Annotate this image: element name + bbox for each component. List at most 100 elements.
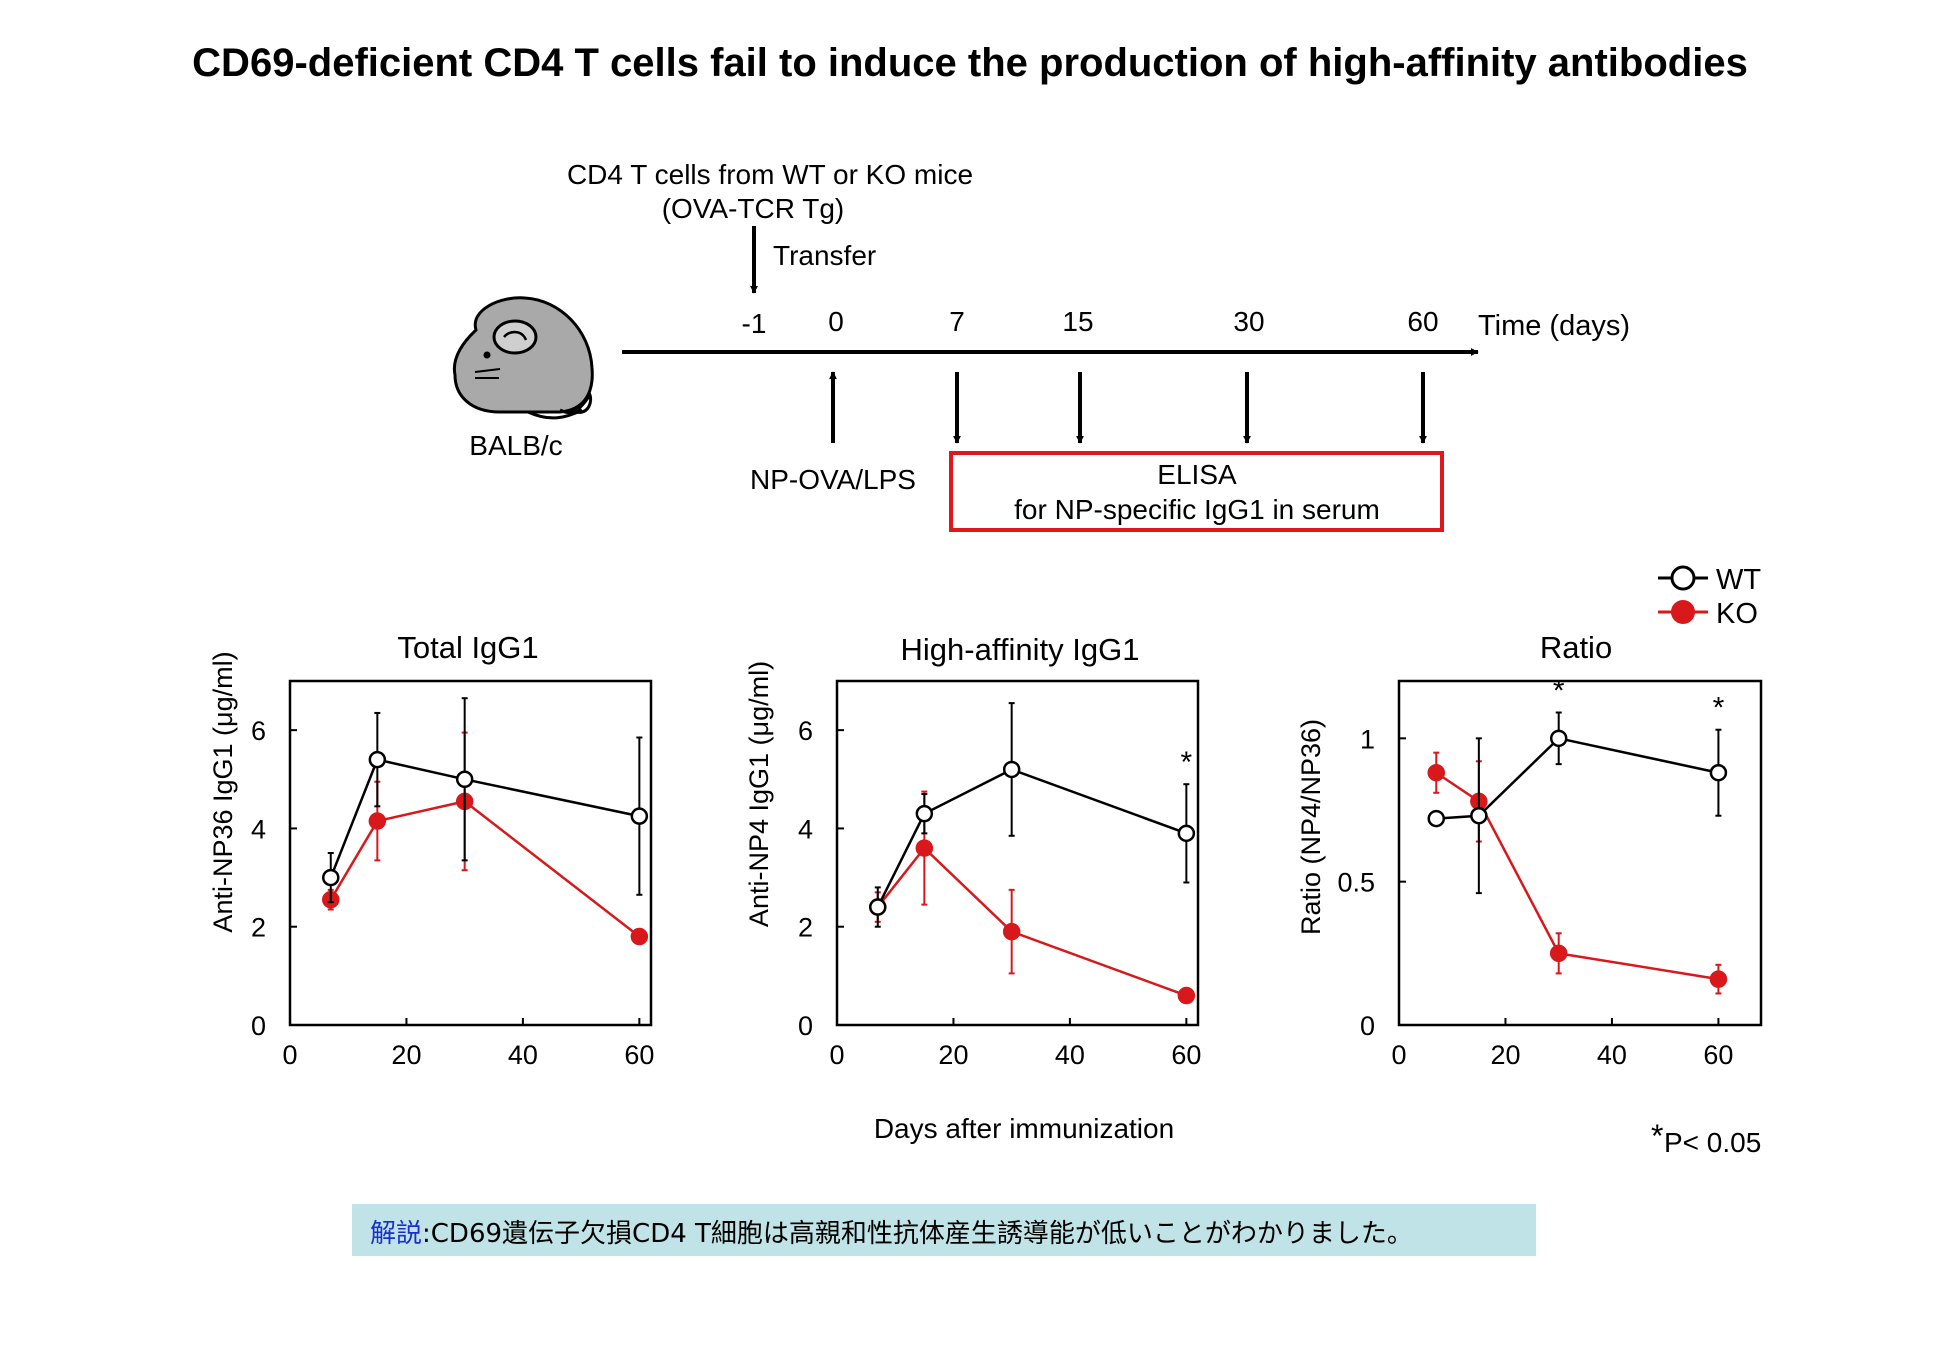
footer-note-body: CD69遺伝子欠損CD4 T細胞は高親和性抗体産生誘導能が低いことがわかりました… [430,1219,1413,1249]
legend: WT KO [1658,564,1761,630]
data-point-wt [1177,824,1196,843]
plot-frame [835,679,1200,1027]
transfer-header-line1: CD4 T cells from WT or KO mice [567,159,973,190]
plot-frame [288,679,653,1027]
timeline-tick-label: 60 [1407,306,1438,337]
y-tick-label: 2 [798,913,813,943]
footer-note-separator: : [422,1219,431,1249]
series-line-ko [329,800,641,938]
time-axis-label: Time (days) [1478,310,1630,342]
mouse-icon [452,296,594,420]
mouse-strain-label: BALB/c [469,430,562,461]
footer-note-label: 解説 [370,1219,423,1249]
timeline-tick-label: 7 [949,306,965,337]
data-point-wt [1709,763,1728,782]
legend-ko-label: KO [1716,598,1758,630]
significance-marker: * [1553,675,1565,708]
data-point-ko [1709,970,1728,988]
series-line-wt [329,758,640,879]
data-point-ko [1427,763,1446,782]
y-tick-label: 2 [251,913,266,943]
plot-area: 0 20 40 60 0 2 4 6 * [798,679,1201,1070]
elisa-label-line1: ELISA [1157,459,1237,490]
x-tick-label: 20 [1490,1040,1520,1070]
series-line-ko [876,846,1187,997]
shared-x-axis-label: Days after immunization [874,1113,1174,1144]
data-point-wt [1427,809,1446,828]
significance-marker: * [1181,746,1193,779]
timeline-tick-label: 15 [1062,306,1093,337]
chart-panel-total-igg1: Total IgG1 Anti-NP36 IgG1 (μg/ml) 0 20 40 6… [208,630,654,1070]
y-axis-label: Anti-NP4 IgG1 (μg/ml) [744,661,774,927]
data-point-wt [915,804,934,823]
plot-area: 0 20 40 60 0 0.5 1 * * [1337,675,1763,1070]
x-tick-label: 20 [938,1040,968,1070]
y-tick-label: 6 [798,716,813,746]
x-tick-label: 40 [1055,1040,1085,1070]
chart-title: High-affinity IgG1 [901,632,1140,667]
series-line-ko [1435,771,1719,981]
transfer-header-line2: (OVA-TCR Tg) [662,193,845,224]
data-point-wt [1549,729,1568,748]
chart-panel-high-affinity-igg1: High-affinity IgG1 Anti-NP4 IgG1 (μg/ml)… [744,632,1201,1070]
data-point-wt [1002,760,1021,779]
footer-note-text: 解説:CD69遺伝子欠損CD4 T細胞は高親和性抗体産生誘導能が低いことがわかり… [370,1213,1413,1250]
timeline-tick-label: -1 [742,308,767,339]
y-tick-label: 0 [798,1011,813,1041]
data-point-ko [915,839,934,857]
x-tick-label: 20 [391,1040,421,1070]
elisa-label-line2: for NP-specific IgG1 in serum [1014,494,1380,525]
data-point-ko [1002,922,1021,941]
x-tick-label: 0 [282,1040,297,1070]
data-point-wt [322,868,340,887]
x-tick-label: 0 [829,1040,844,1070]
y-tick-label: 4 [798,814,813,844]
x-tick-label: 40 [508,1040,538,1070]
data-point-wt [630,807,649,825]
timeline-tick-label: 30 [1233,306,1264,337]
x-tick-label: 60 [1171,1040,1201,1070]
x-tick-label: 60 [1703,1040,1733,1070]
data-point-wt [1470,806,1488,825]
legend-ko-marker [1671,600,1695,624]
data-point-ko [1549,944,1568,963]
elisa-box [949,451,1444,532]
chart-title: Total IgG1 [397,630,538,665]
timeline-tick-label: 0 [828,306,844,337]
data-point-ko [1177,986,1196,1005]
footer-note: 解説:CD69遺伝子欠損CD4 T細胞は高親和性抗体産生誘導能が低いことがわかり… [352,1204,1536,1256]
transfer-label: Transfer [773,240,876,271]
significance-text: P< 0.05 [1664,1127,1761,1158]
series-line-wt [876,768,1187,908]
significance-marker: * [1713,692,1725,725]
y-tick-label: 0 [251,1011,266,1041]
y-tick-label: 6 [251,716,266,746]
schematic: CD4 T cells from WT or KO mice (OVA-TCR … [452,159,1630,532]
data-point-wt [368,750,387,769]
y-tick-label: 0.5 [1337,868,1375,898]
y-axis-label: Ratio (NP4/NP36) [1296,719,1326,935]
figure-title: CD69-deficient CD4 T cells fail to induc… [192,41,1748,85]
chart-title: Ratio [1540,630,1612,665]
plot-area: 0 20 40 60 0 2 4 6 [251,679,654,1070]
y-tick-label: 4 [251,814,266,844]
y-tick-label: 0 [1360,1011,1375,1041]
chart-panel-ratio: Ratio Ratio (NP4/NP36) 0 20 40 60 0 0.5 1 * * [1296,630,1763,1070]
significance-note: * P< 0.05 [1651,1118,1761,1158]
immunization-label: NP-OVA/LPS [750,464,916,495]
x-tick-label: 40 [1597,1040,1627,1070]
series-line-wt [1436,736,1719,820]
legend-wt-marker [1670,565,1696,591]
x-tick-label: 60 [624,1040,654,1070]
significance-star: * [1651,1118,1663,1154]
plot-frame [1397,679,1763,1027]
y-axis-label: Anti-NP36 IgG1 (μg/ml) [208,651,238,932]
x-tick-label: 0 [1391,1040,1406,1070]
y-tick-label: 1 [1360,724,1375,754]
data-point-wt [455,770,474,789]
data-point-ko [368,812,387,830]
legend-wt-label: WT [1716,564,1761,596]
data-point-ko [630,927,649,946]
